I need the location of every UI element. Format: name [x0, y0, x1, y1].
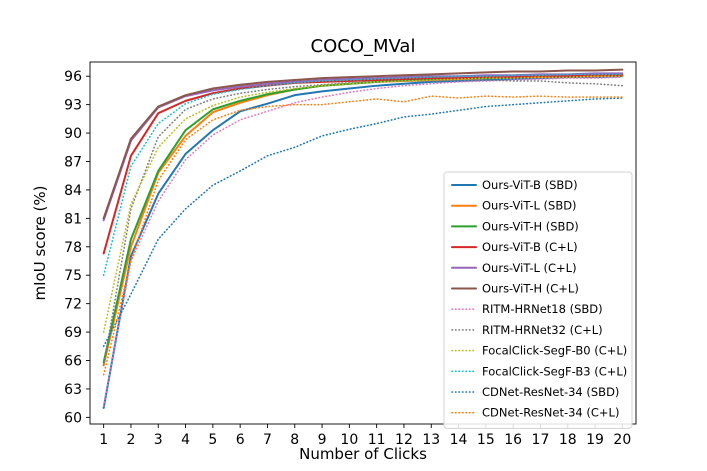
- series-line-6: [102, 68, 624, 220]
- legend-label: FocalClick-SegF-B0 (C+L): [482, 344, 627, 358]
- y-tick-label: 87: [64, 155, 82, 171]
- x-axis-label: Number of Clicks: [299, 445, 427, 463]
- y-tick-label: 66: [64, 354, 82, 370]
- y-tick-label: 84: [64, 183, 82, 199]
- series-line-9: [102, 75, 624, 333]
- x-tick-label: 8: [290, 432, 299, 448]
- x-tick-label: 20: [613, 432, 631, 448]
- x-tick-label: 10: [340, 432, 358, 448]
- legend-label: Ours-ViT-B (C+L): [482, 240, 578, 254]
- plot-frame: [89, 61, 637, 425]
- series-line-7: [102, 76, 624, 407]
- y-tick-label: 72: [64, 297, 82, 313]
- series-line-1: [102, 75, 624, 409]
- x-tick-label: 7: [263, 432, 272, 448]
- series-lines: [102, 68, 624, 409]
- x-tick-label: 3: [154, 432, 163, 448]
- x-tick-label: 9: [318, 432, 327, 448]
- x-tick-label: 19: [586, 432, 604, 448]
- x-tick-label: 14: [450, 432, 468, 448]
- x-tick-label: 6: [236, 432, 245, 448]
- x-tick-label: 16: [504, 432, 522, 448]
- x-tick-label: 11: [368, 432, 386, 448]
- x-tick-label: 4: [181, 432, 190, 448]
- y-tick-label: 96: [64, 69, 82, 85]
- x-tick-label: 15: [477, 432, 495, 448]
- legend-box: [443, 171, 633, 429]
- x-tick-label: 17: [532, 432, 550, 448]
- x-tick-label: 5: [208, 432, 217, 448]
- y-tick-label: 78: [64, 240, 82, 256]
- legend: Ours-ViT-B (SBD) Ours-ViT-L (SBD) Ours-ViT…: [443, 171, 633, 429]
- x-tick-label: 12: [395, 432, 413, 448]
- y-tick-label: 63: [64, 382, 82, 398]
- x-tick-label: 13: [422, 432, 440, 448]
- legend-label: Ours-ViT-L (SBD): [482, 199, 577, 213]
- series-line-10: [102, 73, 624, 277]
- x-tick-label: 2: [126, 432, 135, 448]
- plot-border: [89, 61, 637, 425]
- series-line-12: [102, 95, 624, 376]
- legend-label: Ours-ViT-H (SBD): [482, 219, 579, 233]
- x-tick-label: 1: [99, 432, 108, 448]
- x-tick-label: 18: [559, 432, 577, 448]
- y-tick-label: 69: [64, 325, 82, 341]
- y-tick-label: 81: [64, 211, 82, 227]
- y-tick-label: 60: [64, 410, 82, 426]
- x-axis: 1 2 3 4 5 6 7 8 9 10 11 12 13 14 15 16 17 18 19 20: [99, 424, 631, 448]
- legend-label: Ours-ViT-H (C+L): [482, 282, 579, 296]
- y-tick-label: 75: [64, 268, 82, 284]
- y-axis-label: mIoU score (%): [31, 186, 49, 301]
- y-tick-label: 90: [64, 126, 82, 142]
- y-axis: 60 63 66 69 72 75 78 81 84 87 90 93 96: [64, 69, 90, 426]
- legend-label: CDNet-ResNet-34 (SBD): [482, 385, 619, 399]
- legend-label: RITM-HRNet32 (C+L): [482, 323, 603, 337]
- series-line-4: [102, 74, 624, 255]
- legend-label: FocalClick-SegF-B3 (C+L): [482, 364, 627, 378]
- legend-label: CDNet-ResNet-34 (C+L): [482, 406, 619, 420]
- y-tick-label: 93: [64, 98, 82, 114]
- legend-label: Ours-ViT-B (SBD): [482, 178, 578, 192]
- chart-title: COCO_MVal: [311, 36, 416, 57]
- legend-label: RITM-HRNet18 (SBD): [482, 302, 603, 316]
- legend-label: Ours-ViT-L (C+L): [482, 261, 577, 275]
